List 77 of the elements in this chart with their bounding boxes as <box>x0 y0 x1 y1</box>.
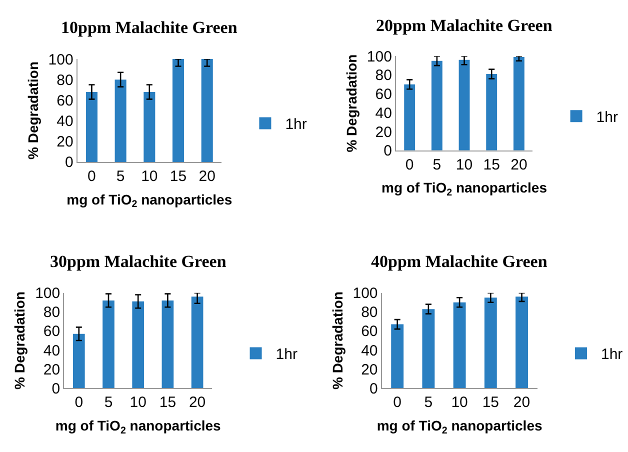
y-tick-label: 20 <box>361 361 378 378</box>
y-tick-label: 0 <box>52 380 60 398</box>
bar <box>404 84 416 150</box>
y-tick-label: 100 <box>366 48 392 66</box>
y-axis-title: % Degradation <box>329 292 346 390</box>
x-tick-label: 15 <box>482 394 500 412</box>
x-tick-label: 0 <box>405 156 414 174</box>
x-axis-title: mg of TiO$_{2}$ nanoparticles <box>376 417 542 436</box>
bar <box>102 300 114 388</box>
bar <box>162 300 174 388</box>
bar <box>391 324 404 388</box>
x-axis-title: mg of TiO$_{2}$ nanoparticles <box>382 180 548 199</box>
y-tick-label: 80 <box>375 67 392 84</box>
x-tick-label: 10 <box>456 156 473 174</box>
y-tick-label: 80 <box>43 304 60 322</box>
bar <box>486 74 498 150</box>
legend-label: 1hr <box>601 346 623 364</box>
legend-label: 1hr <box>596 108 618 126</box>
x-tick-label: 20 <box>198 168 216 185</box>
bar <box>422 309 435 388</box>
y-tick-label: 100 <box>35 285 60 302</box>
y-tick-label: 20 <box>56 134 74 151</box>
x-tick-label: 10 <box>130 394 146 412</box>
y-axis-title: % Degradation <box>12 292 28 390</box>
x-tick-label: 20 <box>513 394 530 412</box>
chart-title: 10ppm Malachite Green <box>61 18 238 37</box>
x-axis-title: mg of TiO$_{2}$ nanoparticles <box>66 191 232 210</box>
x-tick-label: 0 <box>88 168 96 185</box>
y-tick-label: 40 <box>375 104 392 122</box>
y-tick-label: 100 <box>352 285 378 302</box>
x-tick-label: 5 <box>104 394 113 412</box>
x-tick-label: 5 <box>116 168 125 185</box>
x-tick-label: 5 <box>424 394 433 412</box>
bar <box>201 59 213 162</box>
bar <box>513 57 524 150</box>
y-tick-label: 0 <box>369 380 378 398</box>
bar <box>458 60 470 150</box>
x-tick-label: 15 <box>159 394 176 412</box>
y-tick-label: 40 <box>361 342 378 360</box>
chart-title: 20ppm Malachite Green <box>376 16 553 35</box>
x-tick-label: 10 <box>451 394 468 412</box>
bar <box>72 334 85 388</box>
x-tick-label: 20 <box>510 156 528 174</box>
bar <box>431 60 442 150</box>
chart-title: 30ppm Malachite Green <box>50 252 227 271</box>
bar <box>86 92 98 162</box>
y-tick-label: 100 <box>48 51 74 68</box>
bar <box>114 80 126 162</box>
bar <box>453 302 466 388</box>
bar <box>484 298 497 388</box>
y-tick-label: 20 <box>43 361 60 378</box>
y-tick-label: 60 <box>361 323 378 340</box>
x-tick-label: 10 <box>141 168 158 185</box>
y-tick-label: 60 <box>56 92 74 110</box>
y-tick-label: 80 <box>56 72 74 89</box>
x-tick-label: 5 <box>432 156 442 174</box>
y-tick-label: 60 <box>375 86 392 104</box>
bar <box>132 301 144 388</box>
y-tick-label: 80 <box>361 304 378 322</box>
x-tick-label: 20 <box>188 394 206 412</box>
y-axis-title: % Degradation <box>343 54 360 152</box>
y-tick-label: 40 <box>43 342 60 360</box>
y-tick-label: 20 <box>375 124 392 141</box>
bar <box>191 296 204 388</box>
legend-label: 1hr <box>285 116 307 134</box>
x-tick-label: 15 <box>170 168 187 185</box>
bar <box>516 296 528 388</box>
bar <box>144 92 156 162</box>
legend-label: 1hr <box>276 346 298 364</box>
y-tick-label: 0 <box>384 142 392 160</box>
y-tick-label: 60 <box>43 323 60 340</box>
x-axis-title: mg of TiO$_{2}$ nanoparticles <box>55 417 222 436</box>
y-axis-title: % Degradation <box>24 61 41 160</box>
x-tick-label: 15 <box>483 156 500 174</box>
y-tick-label: 40 <box>56 113 74 130</box>
bar <box>172 59 184 162</box>
chart-title: 40ppm Malachite Green <box>371 252 548 271</box>
